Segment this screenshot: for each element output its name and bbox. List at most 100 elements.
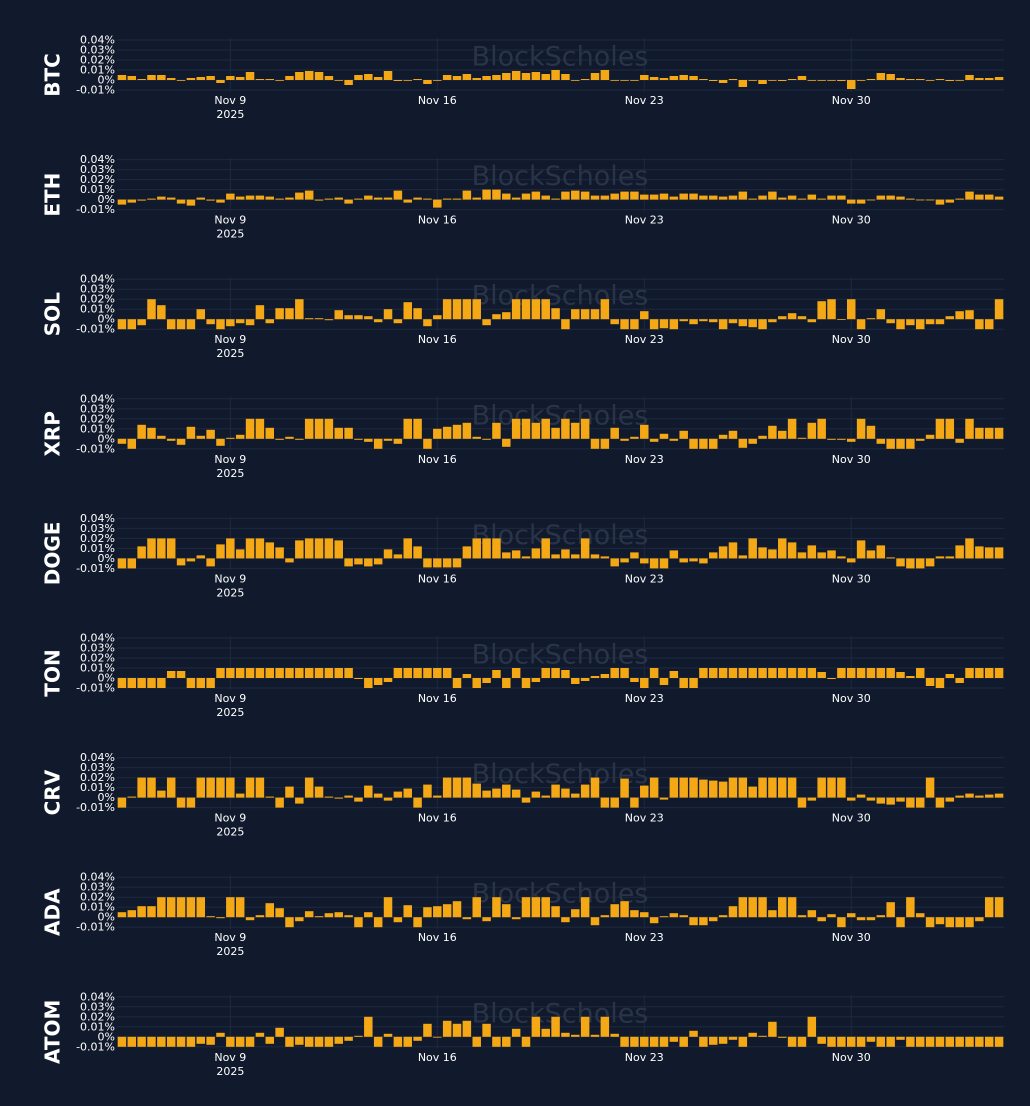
xrp-bar <box>235 434 245 439</box>
xrp-bar <box>827 438 836 440</box>
btc-bar <box>314 72 324 80</box>
eth-x-tick-label: Nov 30 <box>832 214 871 227</box>
ada-bar <box>442 904 452 918</box>
doge-bar <box>669 550 679 559</box>
doge-bar <box>768 549 777 559</box>
eth-bar <box>738 191 748 200</box>
xrp-bar <box>521 418 531 439</box>
ton-bar <box>866 668 876 678</box>
crv-x-tick-label: Nov 16 <box>418 812 457 825</box>
doge-watermark: BlockScholes <box>472 520 649 551</box>
ada-bar <box>551 906 560 918</box>
doge-bar <box>699 558 708 564</box>
eth-bar <box>452 198 462 200</box>
btc-bar <box>442 75 452 80</box>
eth-bar <box>226 193 235 200</box>
ton-bar <box>492 670 501 678</box>
sol-bar <box>492 314 501 320</box>
sol-bar <box>610 319 619 325</box>
sol-bar <box>837 319 846 320</box>
xrp-bar <box>580 418 590 439</box>
ton-bar <box>620 668 629 678</box>
xrp-bar <box>383 438 393 441</box>
eth-bar <box>797 198 807 200</box>
ada-bar <box>896 917 905 928</box>
xrp-bar <box>669 438 679 441</box>
sol-bar <box>876 309 886 320</box>
ada-x-tick-label: Nov 23 <box>625 931 664 944</box>
sol-y-tick-label: 0.01% <box>80 303 115 316</box>
crv-bar <box>580 784 590 798</box>
xrp-bar <box>137 424 146 439</box>
ton-bar <box>709 668 718 678</box>
crv-bar <box>285 786 294 798</box>
ada-bar <box>718 915 728 918</box>
eth-bar <box>659 193 669 200</box>
doge-x-tick-sublabel: 2025 <box>216 586 244 599</box>
ton-bar <box>561 670 570 678</box>
xrp-bar <box>255 418 265 439</box>
atom-bar <box>876 1036 886 1047</box>
ton-bar <box>245 668 255 678</box>
crv-bar <box>314 786 324 798</box>
ada-bar <box>659 916 669 918</box>
btc-bar <box>226 76 235 80</box>
ton-panel-title: TON <box>41 649 65 696</box>
sol-bar <box>117 319 127 330</box>
sol-x-tick-label: Nov 23 <box>625 333 664 346</box>
sol-bar <box>955 311 964 320</box>
btc-bar <box>571 80 580 81</box>
crv-bar <box>600 797 610 808</box>
xrp-bar <box>226 437 235 439</box>
btc-bar <box>383 71 393 80</box>
btc-bar <box>137 79 146 80</box>
doge-bar <box>541 538 550 559</box>
ada-bar <box>295 917 304 922</box>
xrp-bar <box>462 422 472 439</box>
doge-bar <box>433 558 442 568</box>
doge-bar <box>472 538 481 559</box>
btc-bar <box>906 79 915 80</box>
atom-bar <box>718 1036 728 1044</box>
btc-y-tick-label: 0.01% <box>80 64 115 77</box>
xrp-bar <box>452 424 462 439</box>
xrp-bar <box>166 438 176 441</box>
ton-bar <box>295 668 304 678</box>
btc-bar <box>344 80 353 85</box>
doge-bar <box>166 538 176 559</box>
eth-bar <box>768 191 777 200</box>
sol-bar <box>166 319 176 330</box>
eth-bar <box>817 198 826 200</box>
atom-bar <box>925 1036 935 1047</box>
doge-bar <box>531 548 541 559</box>
xrp-bar <box>906 438 915 449</box>
eth-bar <box>699 195 708 200</box>
crv-bar <box>571 793 580 798</box>
xrp-bar <box>433 428 442 439</box>
ada-bar <box>511 917 521 920</box>
btc-bar <box>275 80 284 81</box>
xrp-bar <box>915 438 925 441</box>
ton-x-tick-label: Nov 16 <box>418 692 457 705</box>
ada-x-tick-label: Nov 30 <box>832 931 871 944</box>
crv-bar <box>866 797 876 801</box>
xrp-bar <box>778 430 787 439</box>
atom-bar <box>226 1036 235 1047</box>
eth-bar <box>235 196 245 200</box>
ton-y-tick-label: 0.04% <box>80 632 115 645</box>
eth-bar <box>837 195 846 200</box>
eth-bar <box>127 199 137 203</box>
atom-x-tick-label: Nov 9 <box>214 1051 246 1064</box>
crv-y-tick-label: -0.01% <box>76 801 115 814</box>
ada-bar <box>235 897 245 918</box>
xrp-bar <box>117 438 127 444</box>
atom-x-tick-label: Nov 30 <box>832 1051 871 1064</box>
crv-bar <box>669 777 679 798</box>
atom-bar <box>502 1036 511 1047</box>
btc-bar <box>373 77 383 80</box>
ada-bar <box>383 897 393 918</box>
ada-x-tick-label: Nov 9 <box>214 931 246 944</box>
sol-x-tick-sublabel: 2025 <box>216 347 244 360</box>
xrp-bar <box>364 438 373 442</box>
